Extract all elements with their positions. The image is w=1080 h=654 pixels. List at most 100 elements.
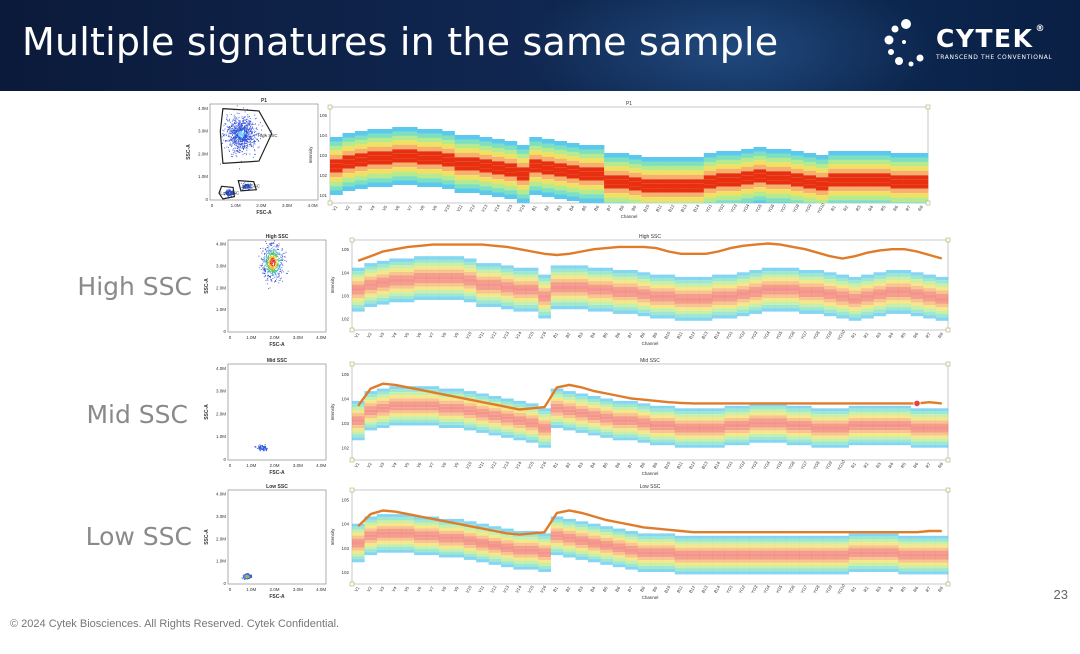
event-dot: [246, 185, 248, 187]
event-dot: [228, 128, 229, 130]
resize-handle: [925, 104, 931, 110]
intensity-band: [492, 188, 505, 193]
intensity-band: [853, 173, 867, 178]
intensity-band: [724, 538, 738, 542]
event-dot: [266, 254, 268, 255]
intensity-band: [753, 155, 767, 161]
event-dot: [244, 128, 246, 129]
event-dot: [273, 261, 275, 263]
event-dot: [278, 249, 279, 250]
event-dot: [230, 191, 232, 193]
event-dot: [259, 449, 261, 451]
intensity-band: [442, 135, 455, 140]
intensity-band: [414, 552, 427, 556]
intensity-band: [330, 150, 343, 155]
intensity-band: [513, 431, 527, 435]
event-dot: [253, 142, 255, 143]
event-dot: [238, 127, 240, 129]
y-tick-label: 2.0M: [216, 411, 226, 416]
intensity-band: [600, 404, 613, 408]
event-dot: [268, 251, 269, 253]
intensity-band: [712, 553, 725, 557]
intensity-band: [915, 170, 929, 176]
intensity-band: [563, 299, 576, 303]
intensity-band: [662, 414, 676, 418]
event-dot: [275, 270, 277, 272]
event-dot: [252, 123, 253, 125]
intensity-band: [392, 149, 406, 154]
intensity-band: [799, 544, 812, 548]
intensity-band: [786, 277, 800, 282]
intensity-band: [687, 541, 700, 545]
intensity-band: [451, 542, 464, 546]
event-dot: [274, 262, 276, 263]
intensity-band: [674, 547, 688, 551]
intensity-band: [476, 538, 489, 542]
intensity-band: [401, 549, 415, 553]
intensity-band: [803, 202, 817, 203]
y-tick-label: 0: [205, 197, 208, 202]
event-dot: [266, 265, 268, 267]
intensity-band: [579, 162, 592, 168]
y-tick-label: 105: [341, 372, 349, 377]
intensity-band: [513, 531, 527, 534]
event-dot: [275, 251, 277, 253]
intensity-band: [766, 157, 779, 163]
intensity-band: [898, 418, 911, 421]
intensity-band: [923, 565, 936, 569]
event-dot: [277, 253, 279, 255]
intensity-band: [587, 529, 601, 533]
intensity-band: [823, 559, 837, 563]
intensity-band: [836, 288, 849, 292]
intensity-band: [426, 286, 440, 290]
intensity-band: [749, 571, 762, 575]
event-dot: [261, 129, 263, 131]
event-dot: [239, 130, 240, 132]
intensity-band: [699, 444, 713, 448]
event-dot: [233, 152, 235, 153]
channel-tick-label: YG7: [800, 584, 809, 594]
plot-frame: [209, 103, 319, 201]
intensity-band: [753, 187, 767, 192]
intensity-band: [678, 192, 692, 198]
intensity-band: [873, 557, 887, 561]
event-dot: [232, 125, 234, 127]
intensity-band: [749, 550, 762, 554]
intensity-band: [625, 428, 638, 432]
intensity-band: [761, 298, 775, 302]
event-dot: [274, 259, 276, 261]
intensity-band: [426, 279, 440, 284]
event-dot: [241, 134, 243, 136]
intensity-band: [367, 129, 381, 134]
y-tick-label: 105: [319, 113, 327, 118]
event-dot: [260, 445, 261, 447]
intensity-band: [529, 181, 543, 187]
intensity-band: [915, 175, 929, 180]
intensity-band: [541, 143, 555, 148]
intensity-band: [724, 411, 738, 415]
event-dot: [250, 184, 252, 185]
intensity-band: [848, 418, 862, 421]
event-dot: [277, 273, 279, 275]
intensity-band: [538, 414, 551, 418]
event-dot: [244, 132, 246, 134]
event-dot: [231, 128, 233, 129]
event-dot: [269, 254, 271, 256]
event-dot: [271, 242, 273, 244]
intensity-band: [392, 140, 406, 145]
event-dot: [242, 143, 244, 145]
channel-tick-label: V3: [378, 461, 385, 469]
intensity-band: [848, 300, 862, 304]
intensity-band: [799, 290, 812, 294]
event-dot: [242, 132, 244, 134]
event-dot: [276, 271, 278, 273]
channel-tick-label: R4: [887, 585, 894, 593]
event-dot: [264, 257, 265, 259]
intensity-band: [786, 414, 800, 418]
channel-tick-label: R7: [925, 461, 932, 469]
intensity-band: [367, 173, 381, 179]
intensity-band: [898, 280, 911, 284]
channel-tick-label: V16: [539, 460, 547, 470]
intensity-band: [786, 553, 800, 557]
intensity-band: [703, 153, 717, 158]
